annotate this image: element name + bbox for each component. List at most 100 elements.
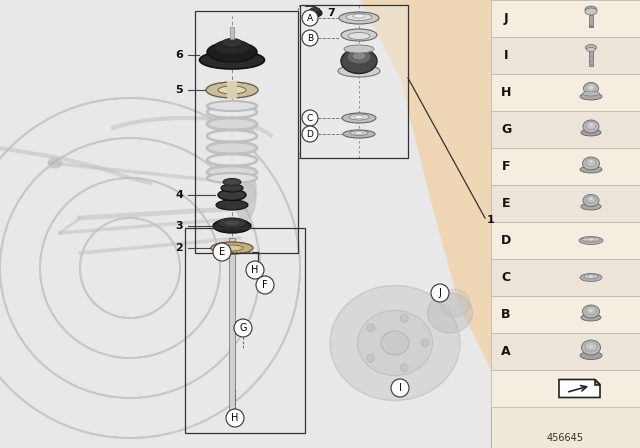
Ellipse shape (216, 200, 248, 210)
Circle shape (367, 354, 375, 362)
Ellipse shape (207, 166, 257, 178)
Polygon shape (310, 0, 640, 448)
Ellipse shape (581, 129, 601, 136)
Ellipse shape (586, 121, 596, 129)
Ellipse shape (349, 114, 369, 120)
Ellipse shape (347, 50, 371, 64)
Ellipse shape (221, 184, 243, 192)
Ellipse shape (588, 344, 594, 349)
Ellipse shape (580, 166, 602, 173)
Bar (491, 0, 640, 37)
Bar (300, 5, 408, 158)
Bar (300, 5, 408, 158)
Ellipse shape (242, 127, 254, 139)
Ellipse shape (587, 238, 595, 241)
Ellipse shape (440, 289, 470, 317)
Bar (491, 333, 640, 370)
Ellipse shape (234, 165, 256, 220)
Circle shape (302, 110, 318, 126)
Text: I: I (504, 49, 508, 62)
Circle shape (367, 324, 375, 332)
Ellipse shape (585, 8, 597, 15)
Text: C: C (501, 271, 511, 284)
Circle shape (391, 379, 409, 397)
Ellipse shape (580, 93, 602, 100)
Ellipse shape (582, 157, 600, 170)
Ellipse shape (207, 118, 257, 130)
Ellipse shape (222, 39, 242, 47)
Bar (491, 37, 640, 74)
Ellipse shape (218, 86, 246, 94)
Text: H: H (231, 413, 239, 423)
Text: D: D (501, 234, 511, 247)
Bar (491, 111, 640, 148)
Ellipse shape (207, 154, 257, 166)
Circle shape (421, 339, 429, 347)
Ellipse shape (582, 340, 600, 355)
Circle shape (400, 364, 408, 372)
Ellipse shape (580, 273, 602, 281)
Ellipse shape (207, 106, 257, 118)
Ellipse shape (579, 237, 603, 245)
Ellipse shape (207, 142, 257, 154)
Text: G: G (501, 123, 511, 136)
Text: A: A (501, 345, 511, 358)
Ellipse shape (224, 220, 240, 226)
Ellipse shape (355, 132, 364, 134)
Ellipse shape (586, 47, 595, 52)
Bar (491, 222, 640, 259)
Bar (185, 228, 305, 433)
Ellipse shape (584, 274, 598, 279)
Text: 6: 6 (175, 50, 183, 60)
Ellipse shape (241, 183, 255, 203)
Bar (491, 370, 640, 407)
Text: F: F (262, 280, 268, 290)
Circle shape (213, 243, 231, 261)
Ellipse shape (342, 113, 376, 123)
Ellipse shape (582, 237, 600, 242)
Ellipse shape (207, 42, 257, 62)
Ellipse shape (589, 159, 593, 164)
Text: 456645: 456645 (547, 433, 584, 443)
Ellipse shape (223, 178, 241, 185)
Bar (491, 259, 640, 296)
Ellipse shape (206, 82, 258, 98)
Ellipse shape (581, 314, 601, 321)
Ellipse shape (339, 12, 379, 24)
Text: E: E (502, 197, 510, 210)
Ellipse shape (330, 285, 460, 401)
Ellipse shape (589, 197, 593, 201)
Text: 7: 7 (327, 8, 335, 18)
Ellipse shape (310, 8, 320, 13)
Circle shape (400, 314, 408, 322)
Ellipse shape (581, 203, 601, 210)
Text: 4: 4 (175, 190, 183, 200)
Circle shape (431, 284, 449, 302)
Ellipse shape (582, 91, 600, 96)
Bar (491, 74, 640, 111)
Bar (491, 0, 640, 448)
Text: 3: 3 (175, 221, 183, 231)
Ellipse shape (346, 13, 372, 21)
Ellipse shape (589, 309, 593, 313)
Ellipse shape (353, 14, 365, 18)
Ellipse shape (583, 194, 599, 207)
Ellipse shape (308, 9, 322, 17)
Ellipse shape (588, 275, 595, 278)
Ellipse shape (586, 306, 596, 314)
Circle shape (302, 30, 318, 46)
Ellipse shape (580, 352, 602, 359)
Text: I: I (399, 383, 401, 393)
Ellipse shape (341, 48, 377, 73)
Text: G: G (239, 323, 247, 333)
Ellipse shape (354, 116, 364, 119)
Ellipse shape (213, 219, 251, 233)
Text: 2: 2 (175, 243, 183, 253)
Text: A: A (307, 13, 313, 22)
Text: 1: 1 (487, 215, 495, 225)
Ellipse shape (200, 51, 264, 69)
Ellipse shape (348, 33, 370, 39)
Ellipse shape (589, 26, 593, 27)
Ellipse shape (218, 218, 246, 228)
Ellipse shape (582, 305, 600, 318)
